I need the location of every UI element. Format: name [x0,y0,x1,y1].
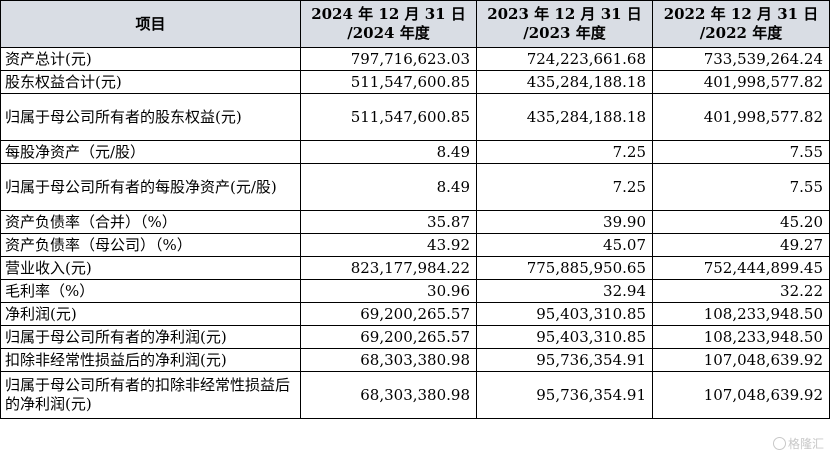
value-2023: 45.07 [476,233,653,257]
value-2023: 435,284,188.18 [476,93,653,141]
header-2022: 2022 年 12 月 31 日 /2022 年度 [652,0,830,48]
table-row: 扣除非经常性损益后的净利润(元) 68,303,380.98 95,736,35… [0,348,830,372]
value-2023: 95,736,354.91 [476,371,653,419]
table-row: 净利润(元) 69,200,265.57 95,403,310.85 108,2… [0,302,830,326]
value-2023: 95,403,310.85 [476,325,653,349]
value-2024: 43.92 [300,233,477,257]
value-2023: 435,284,188.18 [476,70,653,94]
value-2024: 8.49 [300,163,477,211]
table-row: 资产总计(元) 797,716,623.03 724,223,661.68 73… [0,47,830,71]
table-row: 资产负债率（母公司）（%） 43.92 45.07 49.27 [0,233,830,257]
header-2023: 2023 年 12 月 31 日 /2023 年度 [476,0,653,48]
value-2024: 797,716,623.03 [300,47,477,71]
row-label: 资产负债率（合并）（%） [0,210,301,234]
table-row: 归属于母公司所有者的每股净资产(元/股) 8.49 7.25 7.55 [0,163,830,211]
value-2022: 733,539,264.24 [652,47,830,71]
table-row: 归属于母公司所有者的扣除非经常性损益后的净利润(元) 68,303,380.98… [0,371,830,419]
table-row: 股东权益合计(元) 511,547,600.85 435,284,188.18 … [0,70,830,94]
header-item: 项目 [0,0,301,48]
header-2024: 2024 年 12 月 31 日 /2024 年度 [300,0,477,48]
value-2023: 775,885,950.65 [476,256,653,280]
row-label: 扣除非经常性损益后的净利润(元) [0,348,301,372]
table-row: 资产负债率（合并）（%） 35.87 39.90 45.20 [0,210,830,234]
row-label: 资产负债率（母公司）（%） [0,233,301,257]
value-2023: 7.25 [476,163,653,211]
value-2022: 401,998,577.82 [652,70,830,94]
row-label: 归属于母公司所有者的净利润(元) [0,325,301,349]
value-2024: 8.49 [300,140,477,164]
row-label: 每股净资产（元/股） [0,140,301,164]
row-label: 归属于母公司所有者的股东权益(元) [0,93,301,141]
table-row: 每股净资产（元/股） 8.49 7.25 7.55 [0,140,830,164]
watermark: 格隆汇 [772,435,824,452]
value-2024: 69,200,265.57 [300,325,477,349]
row-label: 净利润(元) [0,302,301,326]
value-2024: 511,547,600.85 [300,93,477,141]
value-2024: 68,303,380.98 [300,371,477,419]
value-2022: 49.27 [652,233,830,257]
table-row: 营业收入(元) 823,177,984.22 775,885,950.65 75… [0,256,830,280]
financial-summary-table: 项目 2024 年 12 月 31 日 /2024 年度 2023 年 12 月… [0,0,830,419]
table-row: 毛利率（%） 30.96 32.94 32.22 [0,279,830,303]
value-2022: 107,048,639.92 [652,348,830,372]
value-2022: 401,998,577.82 [652,93,830,141]
row-label: 归属于母公司所有者的扣除非经常性损益后的净利润(元) [0,371,301,419]
row-label: 资产总计(元) [0,47,301,71]
row-label: 股东权益合计(元) [0,70,301,94]
table-row: 归属于母公司所有者的净利润(元) 69,200,265.57 95,403,31… [0,325,830,349]
value-2024: 35.87 [300,210,477,234]
watermark-text: 格隆汇 [787,437,824,451]
table-header-row: 项目 2024 年 12 月 31 日 /2024 年度 2023 年 12 月… [0,0,830,48]
row-label: 归属于母公司所有者的每股净资产(元/股) [0,163,301,211]
row-label: 营业收入(元) [0,256,301,280]
value-2022: 107,048,639.92 [652,371,830,419]
value-2023: 95,736,354.91 [476,348,653,372]
header-2023-text: 2023 年 12 月 31 日 /2023 年度 [487,5,642,42]
table-row: 归属于母公司所有者的股东权益(元) 511,547,600.85 435,284… [0,93,830,141]
row-label: 毛利率（%） [0,279,301,303]
value-2022: 45.20 [652,210,830,234]
value-2023: 7.25 [476,140,653,164]
header-2022-text: 2022 年 12 月 31 日 /2022 年度 [663,5,819,42]
value-2023: 95,403,310.85 [476,302,653,326]
value-2024: 30.96 [300,279,477,303]
value-2022: 108,233,948.50 [652,302,830,326]
value-2024: 68,303,380.98 [300,348,477,372]
value-2022: 752,444,899.45 [652,256,830,280]
value-2022: 7.55 [652,163,830,211]
value-2022: 108,233,948.50 [652,325,830,349]
value-2022: 32.22 [652,279,830,303]
value-2023: 39.90 [476,210,653,234]
header-2024-text: 2024 年 12 月 31 日 /2024 年度 [311,5,466,42]
watermark-logo-icon [772,437,786,450]
value-2024: 69,200,265.57 [300,302,477,326]
value-2024: 823,177,984.22 [300,256,477,280]
value-2023: 32.94 [476,279,653,303]
value-2024: 511,547,600.85 [300,70,477,94]
value-2023: 724,223,661.68 [476,47,653,71]
value-2022: 7.55 [652,140,830,164]
